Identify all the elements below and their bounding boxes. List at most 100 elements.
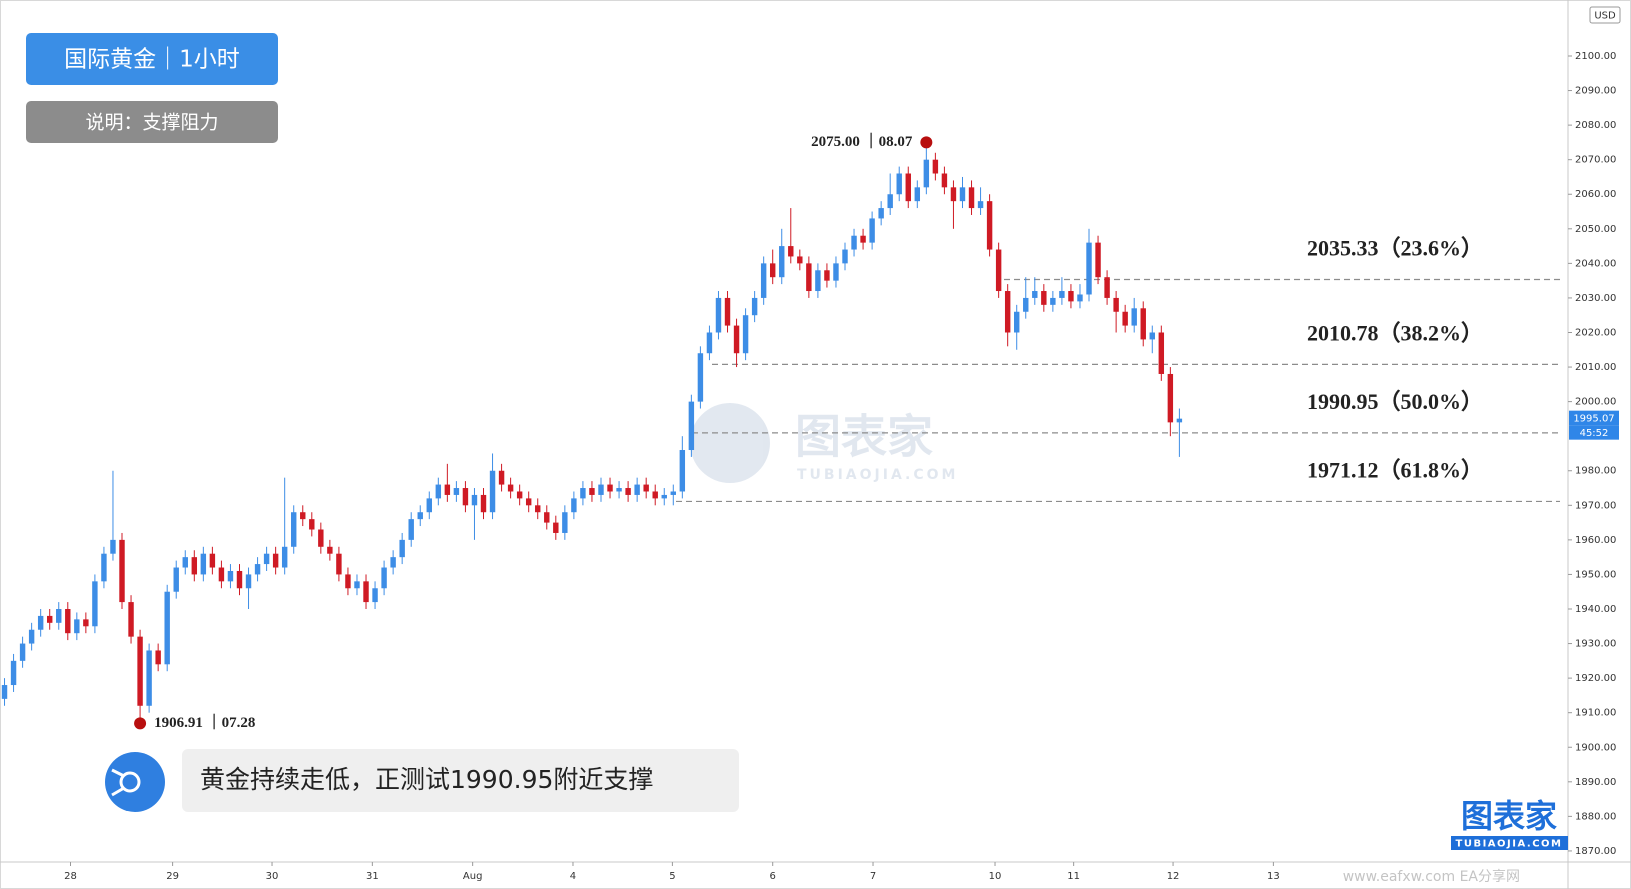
currency: USD [1594,11,1616,22]
watermark-domain: TUBIAOJIA.COM [797,467,958,483]
candle-body [525,498,532,506]
y-tick-label: 1910.00 [1575,708,1616,719]
candle-body [950,187,957,202]
candle-body [65,608,71,634]
y-tick-label: 1890.00 [1575,777,1616,788]
candle-body [932,159,939,174]
candle-body [1158,332,1165,374]
comment-icon [105,752,165,812]
candle-body [914,187,921,202]
candle-body [155,650,161,665]
candle-body [390,557,396,568]
x-tick-label: 12 [1167,871,1180,882]
candle-body [887,194,893,209]
extreme-label: 1906.91 ｜07.28 [154,713,255,731]
candle-body [806,263,812,292]
candle-body [444,484,451,495]
y-tick-label: 1940.00 [1575,604,1616,615]
candle-body [995,249,1002,292]
candle-body [941,173,948,188]
candle-body [363,581,369,603]
candle-body [715,297,722,333]
candle-body [544,512,550,523]
candle-body [634,484,640,495]
brand-logo: 图表家 [1461,797,1557,835]
title-box [26,33,278,85]
y-tick-label: 1960.00 [1575,535,1616,546]
candle-body [28,629,35,644]
candle-body [146,650,152,706]
candle-body [589,488,595,495]
candle-body [751,297,758,316]
candle-body [896,173,902,195]
candle-body [580,488,586,499]
brand-domain: TUBIAOJIA.COM [1456,839,1563,850]
candle-body [164,591,170,665]
candle-body [191,557,198,575]
currency-box [1589,6,1621,24]
candle-body [1176,418,1183,423]
candle-body [1032,291,1038,298]
candle-body [218,567,225,582]
candle-body [670,491,677,495]
candle-body [74,619,80,634]
candle-body [480,494,487,513]
candle-body [1095,242,1101,278]
candle-body [399,539,405,558]
candle-body [417,512,423,520]
candle-body [173,567,179,592]
candle-body [182,557,188,568]
candle-body [101,553,107,582]
candle-body [815,270,821,292]
candle-body [254,564,261,575]
candle-body [291,512,297,547]
candle-body [1131,308,1137,326]
candle-body [318,529,324,547]
candle-body [37,615,44,630]
candle-body [471,494,478,506]
y-tick-label: 2050.00 [1575,224,1616,235]
y-tick-label: 1920.00 [1575,673,1616,684]
candle-body [489,470,496,513]
candle-body [986,201,993,250]
y-tick-label: 2090.00 [1575,86,1616,97]
candle-body [200,553,207,575]
candle-body [309,519,315,530]
candle-body [92,581,98,627]
countdown-label: 45:52 [1580,428,1609,439]
candle-body [842,249,848,264]
candle-body [1167,373,1174,423]
candle-body [688,401,695,451]
candle-body [462,488,469,506]
candle-body [860,235,866,243]
y-tick-label: 2080.00 [1575,120,1616,131]
candle-body [1041,291,1047,305]
candle-body [426,498,432,513]
watermark-logo: 图表家 [795,410,933,464]
candle-body [661,494,667,499]
subtitle-box [26,101,278,143]
candle-body [869,218,875,243]
candle-body [697,353,704,402]
y-tick-label: 1870.00 [1575,846,1616,857]
x-tick-label: 10 [989,871,1002,882]
comment-text: 黄金持续走低，正测试1990.95附近支撑 [200,765,653,794]
candle-body [968,187,975,209]
candle-body [1059,291,1065,298]
candle-body [769,263,776,278]
y-tick-label: 1900.00 [1575,742,1616,753]
candle-body [643,484,649,492]
candle-body [372,588,378,603]
candle-body [851,235,857,250]
candle-body [679,450,686,492]
candle-body [10,660,17,686]
y-tick-label: 2010.00 [1575,362,1616,373]
candle-body [1050,297,1056,305]
candle-body [742,315,749,354]
candle-body [137,636,143,706]
candle-body [824,270,830,281]
y-tick-label: 2040.00 [1575,258,1616,269]
candle-body [209,553,216,568]
candle-body [733,325,740,354]
